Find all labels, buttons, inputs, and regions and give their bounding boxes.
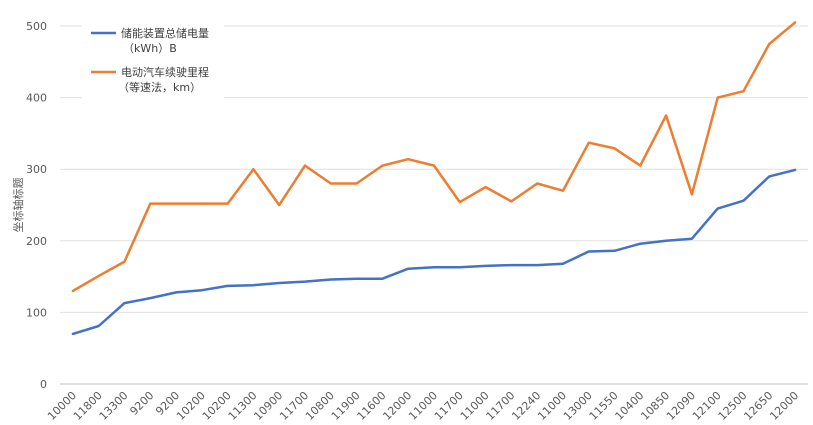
x-tick-label: 13300 [97,389,131,423]
data-point [742,90,745,93]
legend: 储能装置总储电量 （kWh）B 电动汽车续驶里程 （等速法，km） [82,20,224,100]
data-point [71,332,74,335]
series-lines [71,21,797,336]
data-point [536,264,539,267]
data-point [794,168,797,171]
data-point [123,260,126,263]
data-point [510,264,513,267]
x-tick-labels: 1000011800133009200920010200102001130010… [45,389,801,423]
data-point [175,202,178,205]
data-point [329,278,332,281]
data-point [278,204,281,206]
data-point [355,277,358,280]
data-point [458,201,461,204]
data-point [433,164,435,167]
data-point [613,249,616,252]
data-point [200,202,203,205]
data-point [226,202,229,205]
data-point [381,277,384,280]
data-point [381,164,384,167]
x-tick-label: 12000 [767,389,801,423]
y-tick-label: 0 [40,378,47,391]
data-point [794,21,797,24]
data-point [97,274,100,277]
legend-label-range: 电动汽车续驶里程 [121,65,209,79]
data-point [355,182,358,185]
data-point [768,175,771,178]
y-tick-label: 500 [26,20,47,33]
data-point [149,202,152,205]
data-point [407,158,410,161]
data-point [639,164,642,167]
data-point [716,207,719,210]
data-point [97,325,100,327]
data-point [665,114,668,117]
data-point [304,164,306,167]
x-tick-label: 9200 [127,389,156,418]
data-point [639,242,642,245]
data-point [562,262,564,265]
legend-label-storage: 储能装置总储电量 [121,26,209,40]
data-point [484,186,487,189]
y-tick-label: 400 [26,92,47,105]
data-point [613,147,616,150]
data-point [407,267,410,270]
data-point [458,266,461,269]
y-tick-label: 300 [26,163,47,176]
y-tick-labels: 0 100 200 300 400 500 [26,20,47,391]
data-point [278,282,281,284]
legend-label-storage-unit: （kWh）B [123,42,177,55]
data-point [175,291,178,294]
y-tick-label: 200 [26,235,47,248]
data-point [149,297,152,300]
data-point [716,96,719,99]
data-point [252,168,255,171]
data-point [304,280,306,283]
data-point [329,182,332,185]
y-axis-title: 坐标轴标题 [11,178,25,233]
y-tick-label: 100 [26,306,47,319]
data-point [587,250,590,253]
data-point [123,302,126,305]
data-point [536,182,539,185]
data-point [742,199,745,202]
data-point [690,237,693,240]
data-point [690,193,693,196]
data-point [562,189,564,192]
series-line-storage [71,168,797,336]
data-point [768,42,771,45]
data-point [587,141,590,144]
data-point [252,284,255,287]
data-point [71,289,74,292]
data-point [226,284,229,287]
data-point [665,239,668,242]
legend-label-range-unit: （等速法，km） [118,80,201,94]
data-point [510,200,513,203]
data-point [200,289,203,292]
data-point [433,266,435,269]
data-point [484,264,487,267]
